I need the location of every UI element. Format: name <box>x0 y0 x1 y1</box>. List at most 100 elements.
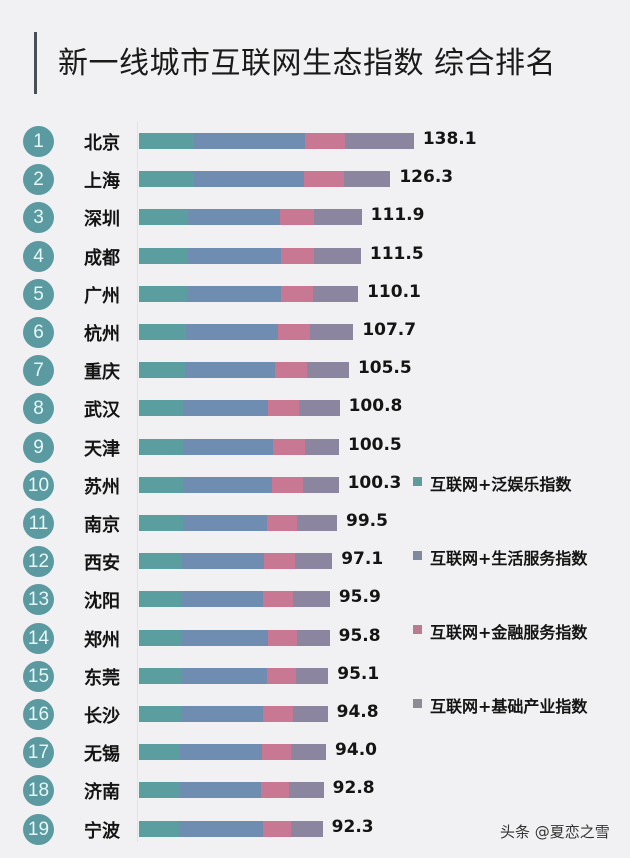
table-row: 9 天津 100.5 <box>0 431 420 463</box>
table-row: 4 成都 111.5 <box>0 240 424 272</box>
bar-segment-entertainment <box>139 667 181 684</box>
bar-segment-life-service <box>193 133 305 149</box>
bar-segment-industry <box>295 667 329 684</box>
bar-segment-entertainment <box>139 782 180 799</box>
stacked-bar <box>139 209 362 226</box>
bar-segment-industry <box>290 820 323 837</box>
rank-badge: 11 <box>23 508 54 539</box>
city-label: 广州 <box>84 285 120 307</box>
bar-value-label: 92.8 <box>332 778 375 799</box>
legend-swatch-icon <box>413 625 422 634</box>
bar-segment-industry <box>289 782 324 799</box>
bar-value-label: 111.5 <box>369 243 424 264</box>
stacked-bar <box>139 667 329 684</box>
city-label: 武汉 <box>84 400 120 422</box>
bar-value-label: 126.3 <box>399 167 454 188</box>
bar-segment-industry <box>302 476 339 493</box>
bar-segment-entertainment <box>139 400 184 417</box>
city-label: 宁波 <box>84 820 120 842</box>
bar-segment-finance <box>267 629 298 646</box>
stacked-bar <box>139 476 339 493</box>
bar-segment-industry <box>306 362 349 379</box>
stacked-bar <box>139 247 361 264</box>
bar-segment-industry <box>292 591 330 608</box>
bar-value-label: 100.3 <box>347 472 402 493</box>
bar-value-label: 97.1 <box>341 549 384 570</box>
bar-segment-entertainment <box>139 171 194 188</box>
stacked-bar <box>139 400 340 417</box>
bar-segment-life-service <box>180 706 264 722</box>
stacked-bar <box>139 591 330 608</box>
table-row: 1 北京 138.1 <box>0 126 477 157</box>
legend-label: 互联网+生活服务指数 <box>430 549 588 568</box>
bar-segment-entertainment <box>139 438 183 455</box>
bar-segment-entertainment <box>139 744 181 761</box>
city-label: 北京 <box>84 133 120 154</box>
stacked-bar <box>139 285 359 302</box>
title-accent-bar <box>34 32 37 94</box>
city-label: 无锡 <box>84 744 120 766</box>
city-label: 西安 <box>84 553 120 575</box>
bar-segment-entertainment <box>139 209 188 226</box>
bar-segment-finance <box>264 553 295 570</box>
bar-segment-life-service <box>182 515 267 531</box>
bar-value-label: 92.3 <box>331 816 374 837</box>
legend-label: 互联网+金融服务指数 <box>430 623 588 642</box>
rank-badge: 12 <box>23 546 54 578</box>
bar-segment-industry <box>297 629 330 646</box>
table-row: 2 上海 126.3 <box>0 164 453 196</box>
stacked-bar <box>139 782 324 799</box>
table-row: 3 深圳 111.9 <box>0 202 424 234</box>
bar-segment-industry <box>304 438 339 455</box>
city-label: 天津 <box>84 438 120 460</box>
bar-segment-life-service <box>187 209 281 226</box>
bar-segment-finance <box>281 247 315 264</box>
rank-badge: 3 <box>23 202 54 234</box>
city-label: 深圳 <box>84 209 120 231</box>
bar-segment-finance <box>272 438 305 455</box>
bar-value-label: 138.1 <box>422 129 477 149</box>
bar-segment-entertainment <box>139 515 183 531</box>
bar-segment-life-service <box>186 324 278 340</box>
bar-segment-finance <box>262 591 293 608</box>
bar-segment-industry <box>291 744 327 761</box>
table-row: 11 南京 99.5 <box>0 508 420 539</box>
bar-value-label: 110.1 <box>367 281 421 302</box>
bar-segment-life-service <box>179 782 261 799</box>
bar-segment-finance <box>304 133 345 149</box>
rank-badge: 15 <box>23 660 54 692</box>
bar-segment-industry <box>314 247 361 264</box>
bar-segment-industry <box>313 285 359 302</box>
rank-badge: 10 <box>23 469 54 501</box>
bar-value-label: 95.9 <box>338 587 381 608</box>
table-row: 5 广州 110.1 <box>0 278 421 310</box>
bar-segment-life-service <box>183 400 269 417</box>
legend-label: 互联网+泛娱乐指数 <box>430 475 572 494</box>
bar-segment-entertainment <box>139 324 187 340</box>
category-axis-line <box>137 122 138 842</box>
stacked-bar <box>139 553 333 570</box>
bar-segment-industry <box>344 133 414 149</box>
bar-segment-industry <box>293 706 328 722</box>
bar-segment-entertainment <box>139 706 181 722</box>
rank-badge: 18 <box>23 775 54 807</box>
table-row: 6 杭州 107.7 <box>0 317 420 348</box>
bar-segment-entertainment <box>139 362 186 379</box>
bar-value-label: 105.5 <box>357 358 412 379</box>
bar-segment-life-service <box>180 629 268 646</box>
bar-segment-finance <box>261 744 292 761</box>
bar-segment-entertainment <box>139 285 188 302</box>
bar-value-label: 111.9 <box>370 205 425 226</box>
table-row: 10 苏州 100.3 <box>0 469 420 501</box>
bar-segment-entertainment <box>139 247 189 264</box>
table-row: 7 重庆 105.5 <box>0 355 420 387</box>
rank-badge: 13 <box>23 584 54 616</box>
bar-segment-entertainment <box>139 629 181 646</box>
watermark: 头条 @夏恋之雪 <box>500 823 610 841</box>
bar-segment-life-service <box>182 476 272 493</box>
bar-segment-industry <box>299 400 340 417</box>
rank-badge: 5 <box>23 278 54 310</box>
table-row: 15 东莞 95.1 <box>0 660 420 692</box>
stacked-bar <box>139 133 414 149</box>
bar-segment-finance <box>304 171 344 188</box>
